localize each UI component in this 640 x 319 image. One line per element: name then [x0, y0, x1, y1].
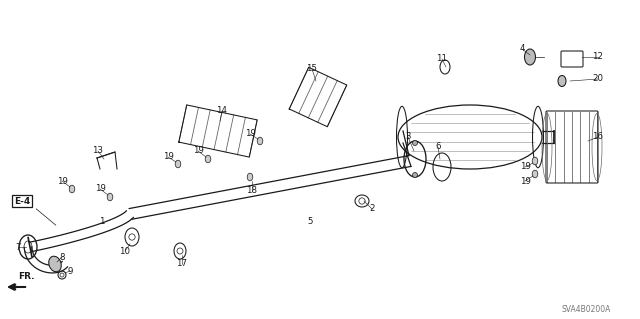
Text: 15: 15 [307, 64, 317, 73]
Text: 19: 19 [520, 162, 531, 172]
Text: 18: 18 [246, 187, 257, 196]
Text: 6: 6 [435, 143, 441, 152]
Text: 3: 3 [405, 132, 411, 142]
Ellipse shape [525, 49, 536, 65]
Text: 1: 1 [99, 217, 105, 226]
Ellipse shape [49, 256, 61, 272]
Text: 14: 14 [216, 107, 227, 115]
Text: 2: 2 [369, 204, 375, 213]
Text: 9: 9 [67, 266, 73, 276]
Text: 11: 11 [436, 55, 447, 63]
Ellipse shape [205, 155, 211, 163]
Ellipse shape [69, 185, 75, 193]
Text: 19: 19 [244, 130, 255, 138]
Text: 19: 19 [163, 152, 173, 161]
Text: E-4: E-4 [14, 197, 30, 205]
Text: 20: 20 [593, 75, 604, 84]
Circle shape [413, 140, 417, 145]
Text: 7: 7 [15, 242, 20, 251]
Text: 12: 12 [593, 53, 604, 62]
Ellipse shape [532, 170, 538, 178]
Text: FR.: FR. [18, 272, 35, 281]
Text: 19: 19 [56, 176, 67, 186]
Text: 13: 13 [93, 146, 104, 155]
Ellipse shape [108, 193, 113, 201]
Text: 19: 19 [95, 184, 106, 194]
Ellipse shape [247, 173, 253, 181]
Ellipse shape [558, 76, 566, 86]
Text: 10: 10 [120, 247, 131, 256]
Text: 19: 19 [520, 176, 531, 186]
Text: 17: 17 [177, 259, 188, 269]
Ellipse shape [532, 157, 538, 165]
Circle shape [413, 173, 417, 177]
Text: 4: 4 [519, 44, 525, 54]
Ellipse shape [175, 160, 181, 168]
FancyArrowPatch shape [9, 284, 25, 290]
Text: SVA4B0200A: SVA4B0200A [562, 305, 611, 314]
Text: 8: 8 [60, 253, 65, 262]
Text: 5: 5 [307, 217, 313, 226]
Text: 16: 16 [593, 132, 604, 142]
Ellipse shape [257, 137, 263, 145]
Text: 19: 19 [193, 146, 204, 155]
